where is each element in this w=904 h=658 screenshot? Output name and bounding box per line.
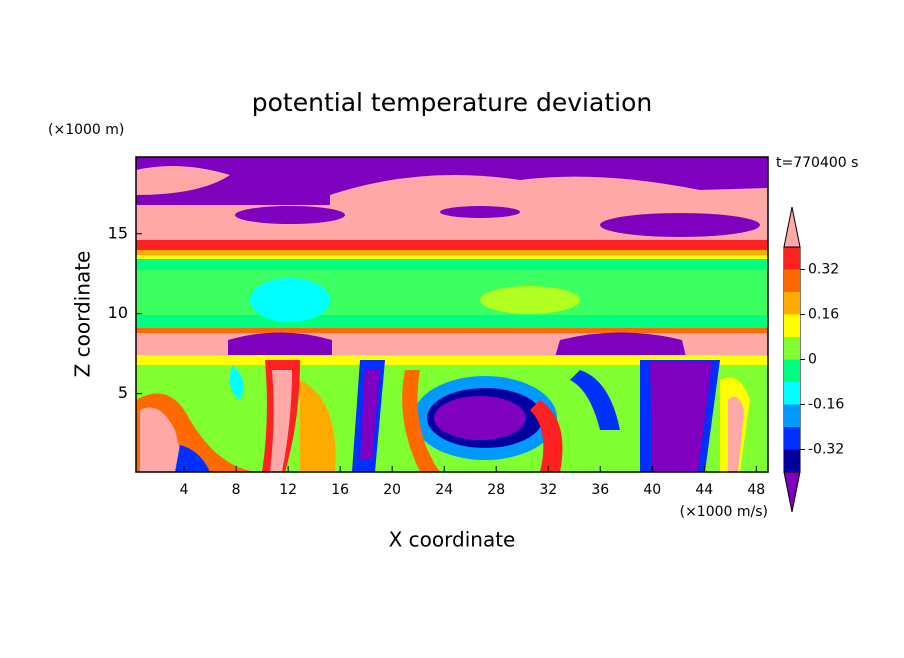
contour-field	[136, 157, 768, 472]
plot-frame	[135, 156, 769, 473]
colorbar-band	[784, 404, 800, 427]
colorbar-tick-label: -0.32	[808, 442, 844, 458]
x-tick-label: 12	[279, 482, 297, 498]
colorbar-band	[784, 337, 800, 360]
x-tick-label: 44	[695, 482, 713, 498]
y-tick-label: 5	[118, 383, 128, 402]
x-tick-label: 32	[539, 482, 557, 498]
x-tick-label: 48	[747, 482, 765, 498]
colorbar-tick-label: 0.16	[808, 307, 839, 323]
y-unit: (×1000 m)	[48, 122, 124, 138]
chart-title: potential temperature deviation	[252, 88, 652, 117]
x-tick-label: 40	[643, 482, 661, 498]
colorbar-band	[784, 359, 800, 382]
colorbar-tick-label: 0.32	[808, 262, 839, 278]
x-tick-label: 24	[435, 482, 453, 498]
y-tick-label: 15	[108, 223, 128, 242]
y-axis-label: Z coordinate	[71, 251, 95, 378]
time-label: t=770400 s	[776, 155, 858, 171]
colorbar-band	[784, 427, 800, 450]
x-tick-label: 36	[591, 482, 609, 498]
colorbar-tick-label: 0	[808, 352, 817, 368]
y-tick-label: 10	[108, 303, 128, 322]
colorbar-band	[784, 449, 800, 472]
x-tick-label: 16	[331, 482, 349, 498]
x-axis-label: X coordinate	[389, 528, 516, 552]
x-unit: (×1000 m/s)	[680, 504, 768, 520]
colorbar-under	[783, 471, 801, 513]
x-tick-label: 8	[232, 482, 241, 498]
colorbar-tick-label: -0.16	[808, 397, 844, 413]
colorbar-band	[784, 269, 800, 292]
colorbar-band	[784, 247, 800, 270]
colorbar-over	[783, 206, 801, 248]
x-tick-label: 20	[383, 482, 401, 498]
colorbar-band	[784, 382, 800, 405]
colorbar-band	[784, 292, 800, 315]
x-tick-label: 4	[180, 482, 189, 498]
x-tick-label: 28	[487, 482, 505, 498]
colorbar-band	[784, 314, 800, 337]
